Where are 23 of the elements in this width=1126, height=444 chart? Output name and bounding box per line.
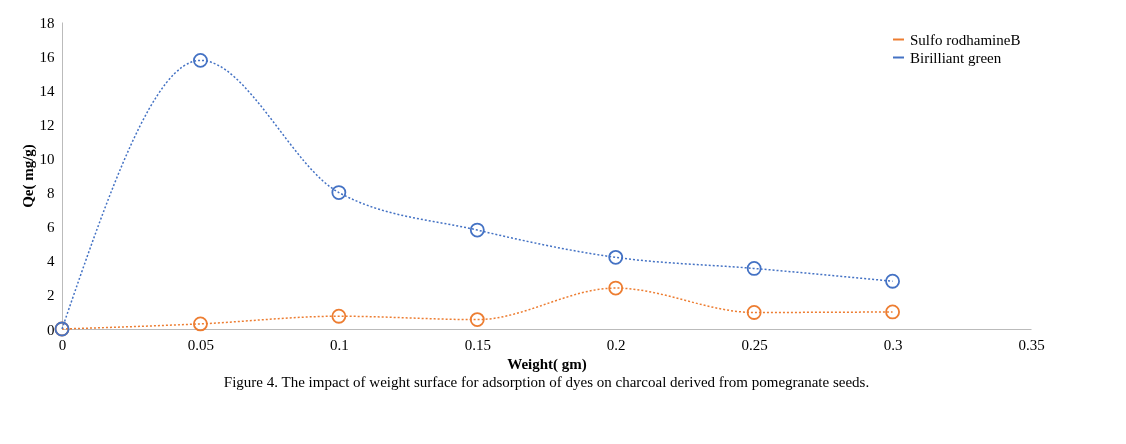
y-tick-label: 16 bbox=[39, 48, 55, 65]
y-tick-label: 8 bbox=[47, 185, 55, 202]
x-tick-label: 0.15 bbox=[464, 336, 491, 353]
y-tick-label: 0 bbox=[47, 321, 55, 338]
y-tick-label: 6 bbox=[47, 219, 55, 236]
legend-label: Birilliant green bbox=[910, 49, 1002, 66]
y-tick-label: 10 bbox=[39, 150, 55, 167]
caption: Figure 4. The impact of weight surface for adsorption of dyes on charcoal derived from pomegranate seeds. bbox=[223, 374, 870, 390]
x-tick-label: 0.3 bbox=[883, 336, 903, 353]
x-tick-label: 0.25 bbox=[741, 336, 768, 353]
legend-label: Sulfo rodhamineB bbox=[910, 31, 1021, 48]
x-tick-label: 0 bbox=[58, 336, 67, 353]
y-tick-label: 12 bbox=[39, 116, 55, 133]
y-axis-title: Qe( mg/g) bbox=[19, 144, 37, 208]
x-tick-label: 0.2 bbox=[606, 336, 626, 353]
y-tick-label: 14 bbox=[39, 82, 55, 99]
x-tick-label: 0.1 bbox=[329, 336, 349, 353]
y-tick-label: 2 bbox=[47, 287, 55, 304]
x-tick-label: 0.35 bbox=[1018, 336, 1045, 353]
y-tick-label: 4 bbox=[47, 253, 55, 270]
x-tick-label: 0.05 bbox=[187, 336, 215, 353]
y-tick-label: 18 bbox=[39, 14, 55, 31]
x-axis-title: Weight( gm) bbox=[507, 355, 587, 373]
